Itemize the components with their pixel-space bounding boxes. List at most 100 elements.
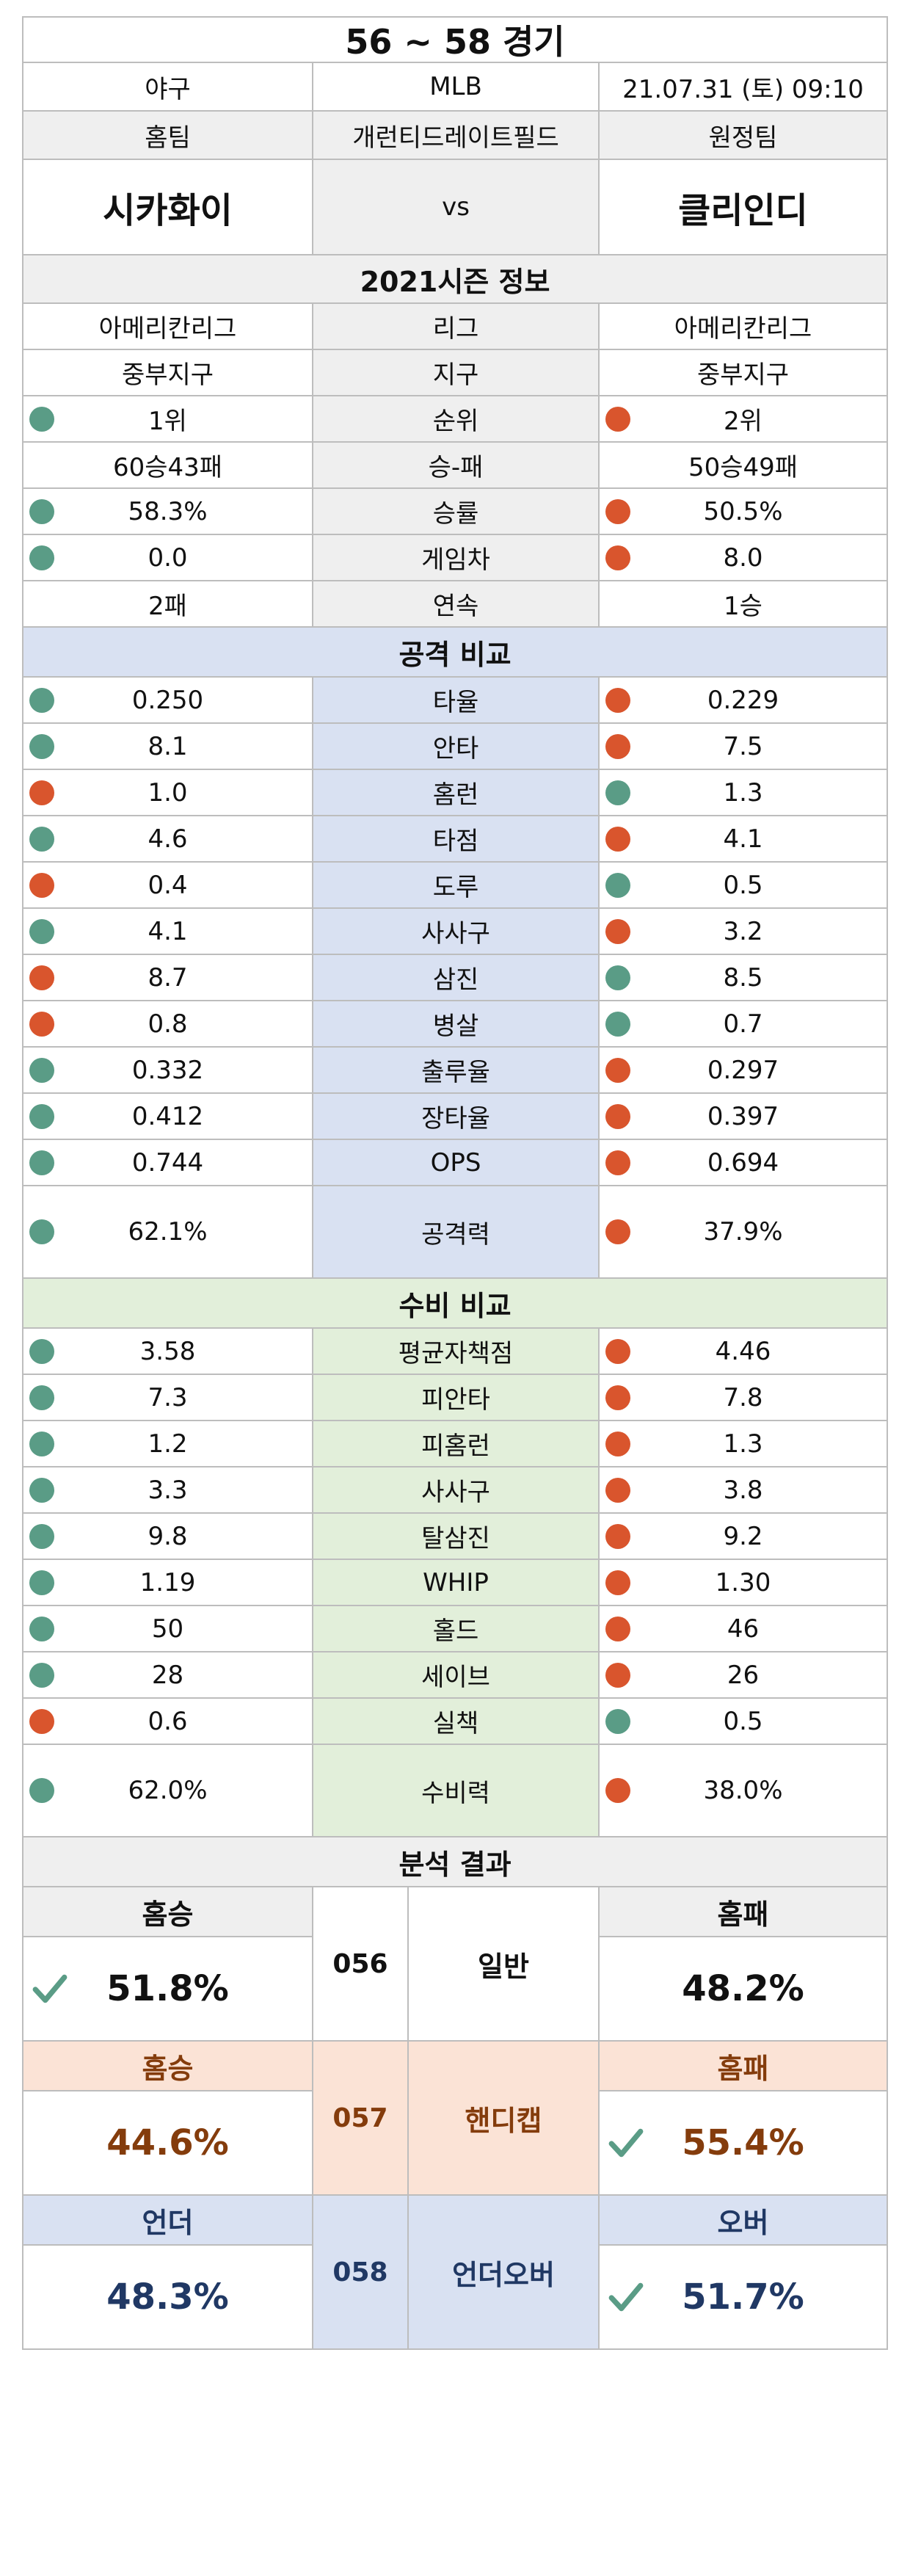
away-stat-text: 46 xyxy=(727,1614,760,1644)
home-stat: 62.0% xyxy=(23,1745,313,1836)
home-stat: 중부지구 xyxy=(23,350,313,395)
home-stat: 58.3% xyxy=(23,489,313,534)
disadvantage-dot-icon xyxy=(605,1385,630,1410)
analysis-title: 분석 결과 xyxy=(398,1848,512,1881)
attack-title: 공격 비교 xyxy=(398,638,512,671)
stat-label-text: 실책 xyxy=(432,1709,479,1738)
general-type: 일반 xyxy=(409,1887,600,2040)
general-left-value: 51.8% xyxy=(23,1937,313,2040)
home-stat: 0.332 xyxy=(23,1048,313,1092)
stat-label: 사사구 xyxy=(313,1467,600,1512)
away-stat: 26 xyxy=(600,1652,887,1697)
stat-row: 1.19 WHIP 1.30 xyxy=(23,1560,887,1606)
disadvantage-dot-icon xyxy=(605,498,630,524)
stat-label: OPS xyxy=(313,1140,600,1185)
home-stat: 0.6 xyxy=(23,1699,313,1744)
home-stat: 4.6 xyxy=(23,816,313,861)
away-stat-text: 0.297 xyxy=(707,1055,779,1085)
season-header: 2021시즌 정보 xyxy=(23,255,887,304)
home-stat-text: 50 xyxy=(151,1614,184,1644)
stat-label: 타점 xyxy=(313,816,600,861)
advantage-dot-icon xyxy=(29,545,54,570)
home-stat: 8.7 xyxy=(23,955,313,1000)
home-stat-text: 0.0 xyxy=(148,543,188,573)
stat-label: 실책 xyxy=(313,1699,600,1744)
attack-header: 공격 비교 xyxy=(23,628,887,678)
stat-row: 60승43패 승-패 50승49패 xyxy=(23,443,887,489)
home-stat-text: 3.58 xyxy=(139,1336,196,1366)
stat-label-text: 출루율 xyxy=(421,1058,490,1087)
disadvantage-dot-icon xyxy=(605,1431,630,1456)
advantage-dot-icon xyxy=(29,1150,54,1175)
disadvantage-dot-icon xyxy=(605,733,630,759)
attack-rows: 0.250 타율 0.229 8.1 안타 7.5 1.0 홈런 1.3 4.6 타점 4.1 0.4 도… xyxy=(23,678,887,1279)
home-stat-text: 0.412 xyxy=(131,1101,204,1131)
stat-row: 62.1% 공격력 37.9% xyxy=(23,1186,887,1279)
away-stat-text: 0.694 xyxy=(707,1147,779,1178)
handicap-right-value: 55.4% xyxy=(600,2091,887,2194)
defense-title: 수비 비교 xyxy=(398,1289,512,1322)
general-right-label: 홈패 xyxy=(600,1887,887,1937)
advantage-dot-icon xyxy=(605,872,630,898)
home-stat: 4.1 xyxy=(23,909,313,954)
general-code: 056 xyxy=(313,1887,409,2040)
disadvantage-dot-icon xyxy=(605,1057,630,1083)
advantage-dot-icon xyxy=(29,1477,54,1503)
away-stat: 9.2 xyxy=(600,1514,887,1559)
disadvantage-dot-icon xyxy=(605,1219,630,1244)
stat-label: 피홈런 xyxy=(313,1421,600,1466)
away-stat: 1.3 xyxy=(600,770,887,815)
home-stat: 0.8 xyxy=(23,1001,313,1046)
away-stat: 38.0% xyxy=(600,1745,887,1836)
away-stat-text: 중부지구 xyxy=(696,360,790,390)
stat-label: 장타율 xyxy=(313,1094,600,1139)
away-stat-text: 50.5% xyxy=(703,496,783,526)
away-stat: 7.5 xyxy=(600,724,887,769)
home-stat-text: 0.332 xyxy=(131,1055,204,1085)
advantage-dot-icon xyxy=(29,1570,54,1595)
disadvantage-dot-icon xyxy=(605,1662,630,1688)
stat-row: 1.2 피홈런 1.3 xyxy=(23,1421,887,1467)
stat-label: 탈삼진 xyxy=(313,1514,600,1559)
home-stat-text: 1.2 xyxy=(148,1429,188,1459)
home-stat: 9.8 xyxy=(23,1514,313,1559)
stat-row: 28 세이브 26 xyxy=(23,1652,887,1699)
home-stat: 3.58 xyxy=(23,1329,313,1374)
stat-label-text: 사사구 xyxy=(421,1478,490,1507)
home-stat-text: 28 xyxy=(151,1660,184,1690)
stat-row: 9.8 탈삼진 9.2 xyxy=(23,1514,887,1560)
stat-row: 50 홀드 46 xyxy=(23,1606,887,1652)
away-stat: 0.229 xyxy=(600,678,887,722)
analysis-sheet: 56 ~ 58 경기 야구 MLB 21.07.31 (토) 09:10 홈팀 … xyxy=(22,16,888,2350)
disadvantage-dot-icon xyxy=(605,1338,630,1364)
stat-label: 도루 xyxy=(313,863,600,907)
general-left-label: 홈승 xyxy=(23,1887,313,1937)
stat-label-text: 게임차 xyxy=(421,545,490,575)
title-row: 56 ~ 58 경기 xyxy=(23,16,887,63)
vs-label: vs xyxy=(313,160,600,254)
home-team-label: 홈팀 xyxy=(23,112,313,159)
away-stat-text: 4.1 xyxy=(723,824,763,854)
home-stat-text: 1.19 xyxy=(139,1567,196,1597)
disadvantage-dot-icon xyxy=(29,1011,54,1037)
disadvantage-dot-icon xyxy=(605,826,630,852)
away-stat-text: 1승 xyxy=(724,592,762,621)
handicap-left-value: 44.6% xyxy=(23,2091,313,2194)
away-stat-text: 9.2 xyxy=(723,1521,763,1551)
stat-label: 안타 xyxy=(313,724,600,769)
overunder-right-percent: 51.7% xyxy=(682,2276,804,2318)
stat-label-text: 안타 xyxy=(432,734,479,763)
disadvantage-dot-icon xyxy=(605,687,630,713)
stat-row: 4.6 타점 4.1 xyxy=(23,816,887,863)
stat-label: 지구 xyxy=(313,350,600,395)
result-general: 홈승 056 일반 홈패 51.8% 48.2% xyxy=(23,1887,887,2042)
overunder-left-value: 48.3% xyxy=(23,2246,313,2348)
home-team-name: 시카화이 xyxy=(23,160,313,254)
general-right-value: 48.2% xyxy=(600,1937,887,2040)
stat-label-text: 홈런 xyxy=(432,780,479,810)
away-stat-text: 3.2 xyxy=(723,916,763,946)
stat-row: 8.1 안타 7.5 xyxy=(23,724,887,770)
advantage-dot-icon xyxy=(29,826,54,852)
stat-label-text: 공격력 xyxy=(421,1219,490,1249)
home-stat-text: 58.3% xyxy=(128,496,208,526)
